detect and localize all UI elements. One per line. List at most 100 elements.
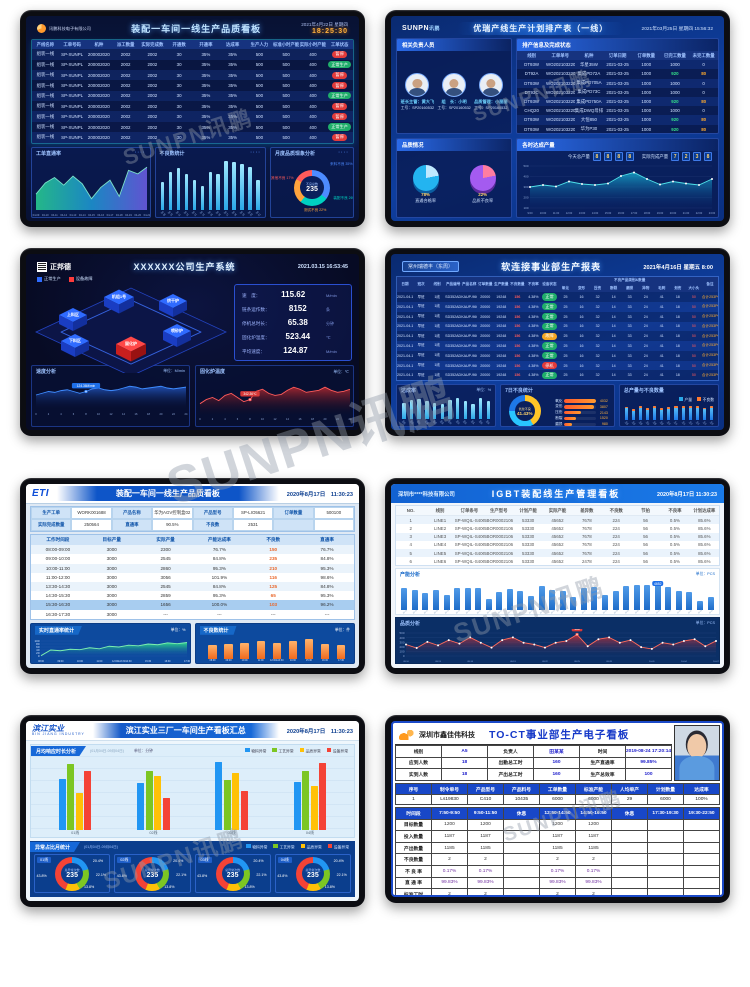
p5-date: 2020年8月17日 bbox=[286, 491, 326, 498]
table-cell: 95.3% bbox=[300, 563, 354, 573]
legend-label: 物料异常 bbox=[251, 749, 267, 754]
bar-column: 04-07 bbox=[416, 398, 422, 426]
table-cell bbox=[611, 876, 648, 890]
column-header: 氧化 bbox=[557, 284, 574, 293]
bar bbox=[612, 590, 619, 611]
svg-text:04-16: 04-16 bbox=[97, 212, 104, 216]
bar bbox=[223, 779, 231, 830]
bar bbox=[304, 638, 314, 659]
table-cell: 53330 bbox=[513, 557, 543, 566]
table-cell: 400 bbox=[299, 121, 327, 133]
bar-tooltip: 4652 bbox=[652, 581, 664, 587]
stat-value: 124.87 bbox=[283, 345, 308, 355]
svg-text:16: 16 bbox=[299, 417, 302, 421]
x-axis-label: 09-30 bbox=[613, 609, 619, 615]
table-cell: 1200 bbox=[467, 818, 504, 832]
bar-column: 08:00 bbox=[206, 639, 220, 662]
svg-text:16:00: 16:00 bbox=[618, 211, 625, 215]
table-cell: 85.6% bbox=[689, 540, 719, 549]
donut-percent-label: 22.1% bbox=[336, 872, 347, 877]
table-cell: 2002 bbox=[139, 121, 166, 133]
svg-text:2: 2 bbox=[212, 417, 214, 421]
legend-item: 设备故障 bbox=[68, 276, 93, 282]
table-cell: 210 bbox=[246, 563, 301, 573]
table-cell: 15:30-16:30 bbox=[31, 600, 85, 610]
table-cell: 2002 bbox=[139, 101, 166, 112]
table-cell: 组装一线 bbox=[32, 69, 59, 81]
svg-text:09-19: 09-19 bbox=[510, 661, 516, 663]
bar bbox=[208, 644, 217, 659]
donut-percent-label: 22.1% bbox=[176, 872, 187, 877]
table-cell: 08:00-09:00 bbox=[31, 545, 85, 555]
x-axis-label: 10-08 bbox=[698, 609, 704, 615]
bar bbox=[538, 586, 545, 611]
table-row: 组装一线 SP-XUNPL 200002020 2002 2002 30 35% 35% 500… bbox=[32, 121, 353, 133]
p1-pass-rate-area: 04-09 04-10 04-11 04-12 04-13 04-14 04-15 04-16… bbox=[33, 166, 150, 216]
table-cell: 156 bbox=[509, 350, 526, 361]
bar bbox=[681, 406, 685, 420]
table-cell bbox=[611, 888, 648, 895]
donut-hole: 不良总数 235 bbox=[300, 176, 324, 200]
bar bbox=[432, 589, 439, 611]
p3-brand-text: 正邦德 bbox=[50, 263, 71, 271]
table-cell: 18 bbox=[669, 292, 686, 302]
table-cell: 5 bbox=[396, 548, 426, 558]
table-cell: 50 bbox=[685, 341, 702, 351]
table-cell: 35% bbox=[219, 90, 246, 102]
p1-logo-icon bbox=[37, 24, 46, 33]
table-cell bbox=[647, 876, 684, 890]
svg-text:12: 12 bbox=[274, 417, 277, 421]
bar-column: 04-14 bbox=[470, 398, 476, 426]
table-cell: 50 bbox=[685, 311, 702, 322]
table-row: 投入数量 1187 1187 1187 1187 bbox=[395, 830, 720, 843]
more-dots-icon[interactable]: ···· bbox=[250, 150, 262, 157]
p7-section2-tab[interactable]: 异常占比月统计 bbox=[30, 842, 81, 852]
bar bbox=[644, 585, 651, 611]
table-cell: 30 bbox=[165, 49, 193, 60]
table-cell: 200002020 bbox=[85, 121, 113, 133]
table-cell: 1000 bbox=[660, 106, 690, 116]
table-cell: 99.83% bbox=[539, 876, 576, 890]
table-cell: 产出数量 bbox=[395, 841, 432, 855]
table-cell: 24 bbox=[637, 321, 654, 332]
legend-swatch bbox=[245, 747, 250, 753]
table-cell: 33 bbox=[621, 292, 638, 302]
p5-datetime: 2020年8月17日 11:30:23 bbox=[287, 490, 353, 498]
p4-weekly-hbars: 氧化4032变形3807压伤2143断裂1520磨损980异物731毛刺520大… bbox=[548, 396, 613, 426]
column-header: 产能达成率 bbox=[192, 535, 247, 546]
bar-group: 03线 bbox=[198, 759, 266, 836]
table-cell: 32 bbox=[589, 292, 606, 302]
stat-label: 链条运作数： bbox=[242, 307, 270, 313]
bar-column: 11:00 bbox=[254, 639, 268, 662]
info-label: 实际完成数量 bbox=[31, 519, 72, 531]
table-cell: 920 bbox=[660, 115, 690, 125]
table-cell: 56 bbox=[630, 540, 661, 549]
p1-quality-donut: 不良总数 235 来料不良 35% 装配不良 26% 测试不良 22% 其他不良 17% bbox=[271, 159, 353, 217]
table-cell: 25 bbox=[557, 292, 574, 302]
p2-logo-en: SUNPN bbox=[402, 25, 430, 32]
table-row: 6LINE6SP-WQIL-S4064S5BOR0002106KOR533304… bbox=[396, 557, 719, 566]
table-cell: SD352AD bbox=[445, 321, 462, 332]
table-cell: 16 bbox=[573, 341, 590, 351]
p2-staff-title: 相关负责人员 bbox=[397, 39, 512, 51]
x-axis-label: 10-01 bbox=[624, 609, 630, 615]
svg-text:17:30: 17:30 bbox=[184, 659, 190, 662]
bar bbox=[686, 592, 693, 611]
table-cell: 时间 bbox=[579, 745, 626, 758]
stat-label: 速 度： bbox=[242, 293, 261, 299]
bar-column: 04-11 bbox=[175, 161, 182, 217]
table-cell: LINE6 bbox=[425, 557, 455, 566]
table-cell: 96.2% bbox=[300, 600, 354, 610]
legend-item: 正常生产 bbox=[37, 276, 61, 282]
table-cell: 53330 bbox=[513, 524, 543, 533]
table-row: 应到人数 18 出勤总工时 160 生产直通率 99.85% bbox=[395, 756, 672, 770]
bar-column: 09-19 bbox=[495, 582, 504, 615]
more-dots-icon[interactable]: ···· bbox=[134, 150, 146, 157]
table-row: 11:00-12:00 3000 3056 101.9% 116 98.6% bbox=[31, 572, 354, 582]
p6-line-table: NO. 线别 订单条号 生产型号 计划产能 实际产能 差异数 不良数 节拍 不良率 计划达成率 1 LI… bbox=[396, 506, 719, 566]
bar bbox=[454, 587, 461, 611]
p7-section1-tab[interactable]: 月均响应时长分析 bbox=[31, 746, 87, 756]
more-dots-icon[interactable]: ···· bbox=[338, 150, 349, 157]
bar-column: 09-11 bbox=[411, 582, 420, 615]
table-cell: 156 bbox=[509, 301, 526, 312]
